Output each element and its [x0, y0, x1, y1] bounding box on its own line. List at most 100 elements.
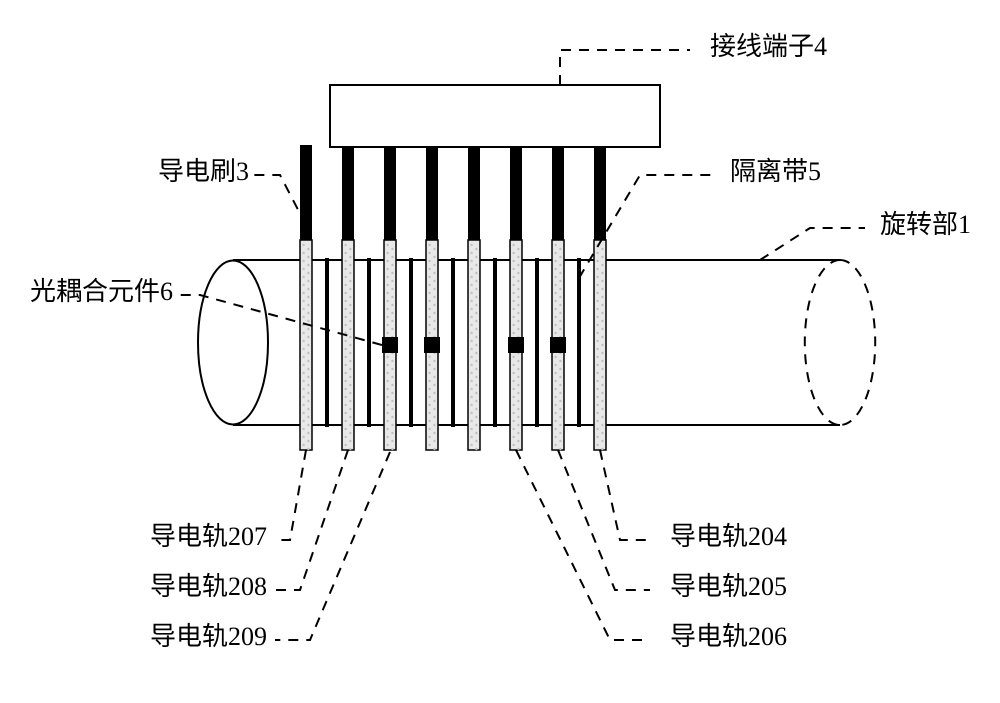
rail-dot — [349, 304, 351, 306]
isolation-band — [451, 258, 455, 427]
rail-dot — [302, 436, 304, 438]
rail-dot — [344, 316, 346, 318]
rail-dot — [386, 324, 388, 326]
rail-dot — [470, 268, 472, 270]
rail-dot — [433, 424, 435, 426]
rail-dot — [601, 256, 603, 258]
rail-dot — [386, 316, 388, 318]
rail-dot — [596, 316, 598, 318]
rail-dot — [428, 268, 430, 270]
rail-dot — [307, 272, 309, 274]
rail-dot — [433, 416, 435, 418]
rail-dot — [349, 248, 351, 250]
rail-dot — [433, 400, 435, 402]
conductive-brush — [510, 145, 522, 240]
rail-dot — [344, 364, 346, 366]
rail-dot — [517, 368, 519, 370]
rail-dot — [512, 332, 514, 334]
rail-dot — [554, 292, 556, 294]
rail-dot — [559, 384, 561, 386]
rail-dot — [386, 372, 388, 374]
rail-dot — [386, 276, 388, 278]
rail-dot — [344, 444, 346, 446]
rail-dot — [475, 448, 477, 450]
rail-dot — [470, 292, 472, 294]
rail-dot — [302, 300, 304, 302]
rail-dot — [344, 348, 346, 350]
rail-dot — [391, 248, 393, 250]
rail-dot — [601, 408, 603, 410]
rail-dot — [307, 376, 309, 378]
rail-dot — [475, 392, 477, 394]
rail-dot — [386, 380, 388, 382]
rail-dot — [554, 388, 556, 390]
rail-dot — [470, 324, 472, 326]
rail-dot — [349, 424, 351, 426]
rail-dot — [475, 312, 477, 314]
rail-dot — [596, 356, 598, 358]
rail-dot — [475, 344, 477, 346]
conductive-brush — [342, 145, 354, 240]
rail-dot — [302, 292, 304, 294]
rail-dot — [470, 332, 472, 334]
rail-dot — [428, 316, 430, 318]
rail-dot — [470, 340, 472, 342]
rail-dot — [433, 360, 435, 362]
rail-dot — [559, 392, 561, 394]
rail-dot — [433, 368, 435, 370]
rail-dot — [475, 400, 477, 402]
rail-dot — [601, 416, 603, 418]
rail-dot — [512, 396, 514, 398]
rail-dot — [302, 276, 304, 278]
rail-dot — [554, 244, 556, 246]
rail-dot — [307, 296, 309, 298]
rail-dot — [428, 364, 430, 366]
rail-dot — [349, 376, 351, 378]
rail-dot — [601, 344, 603, 346]
rail-dot — [307, 432, 309, 434]
rail-dot — [475, 416, 477, 418]
rail-dot — [601, 440, 603, 442]
rail-dot — [433, 328, 435, 330]
rail-dot — [307, 288, 309, 290]
rail-dot — [601, 328, 603, 330]
rail-dot — [517, 392, 519, 394]
rail-dot — [349, 336, 351, 338]
rail-dot — [470, 252, 472, 254]
rail-dot — [554, 356, 556, 358]
rail-dot — [391, 328, 393, 330]
rail-dot — [307, 416, 309, 418]
rail-dot — [307, 352, 309, 354]
conductive-brush — [552, 145, 564, 240]
rail-dot — [596, 268, 598, 270]
rail-dot — [512, 244, 514, 246]
rail-dot — [512, 252, 514, 254]
rail-dot — [475, 384, 477, 386]
label-terminal_block: 接线端子4 — [710, 32, 827, 61]
rail-dot — [349, 280, 351, 282]
rail-dot — [475, 320, 477, 322]
rail-dot — [470, 300, 472, 302]
rail-dot — [391, 448, 393, 450]
rail-dot — [517, 304, 519, 306]
rail-dot — [512, 308, 514, 310]
rail-dot — [344, 404, 346, 406]
rail-dot — [428, 324, 430, 326]
rail-dot — [433, 432, 435, 434]
rail-dot — [302, 284, 304, 286]
rail-dot — [554, 364, 556, 366]
rail-dot — [349, 416, 351, 418]
rail-dot — [386, 332, 388, 334]
rail-dot — [470, 412, 472, 414]
rail-dot — [428, 444, 430, 446]
rail-dot — [475, 296, 477, 298]
rail-dot — [307, 440, 309, 442]
rail-dot — [349, 392, 351, 394]
rail-dot — [512, 412, 514, 414]
rail-dot — [386, 244, 388, 246]
rail-dot — [307, 360, 309, 362]
rail-dot — [302, 444, 304, 446]
rail-dot — [596, 276, 598, 278]
rail-dot — [517, 384, 519, 386]
rail-dot — [517, 328, 519, 330]
